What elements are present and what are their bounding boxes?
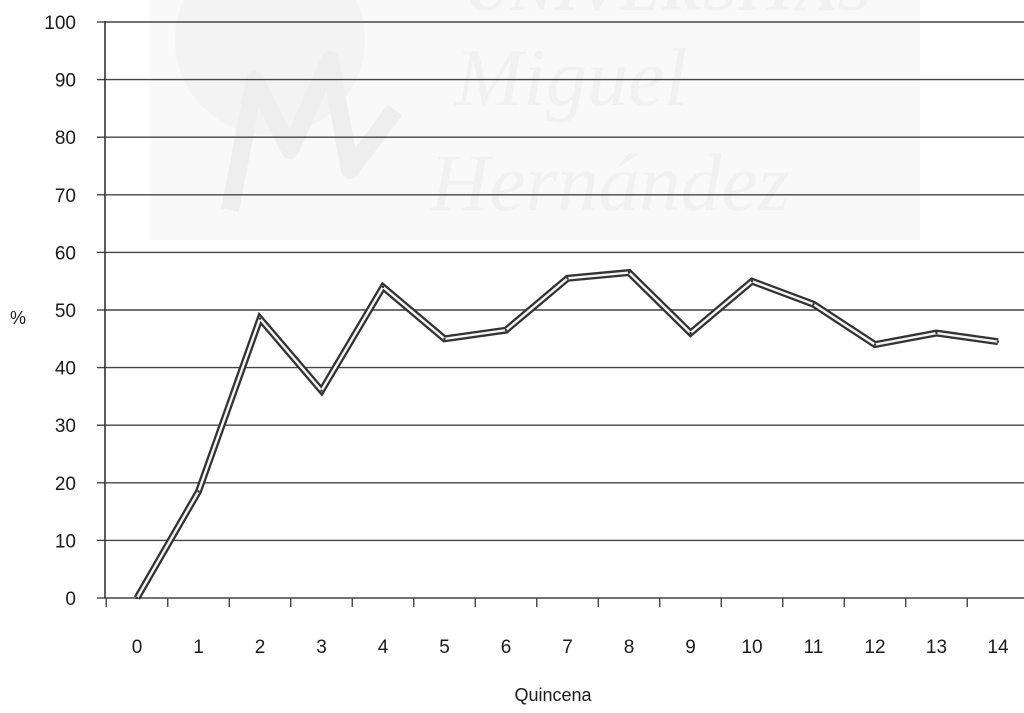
x-tick-label: 11: [804, 637, 824, 658]
data-point: [504, 328, 508, 332]
x-tick-label: 14: [987, 637, 1009, 658]
x-tick-label: 9: [685, 637, 696, 658]
y-tick-label: 70: [55, 186, 76, 207]
data-point: [566, 277, 569, 280]
data-point: [197, 490, 200, 493]
x-tick-label: 13: [926, 637, 947, 658]
data-point: [443, 337, 446, 340]
y-tick-label: 10: [55, 531, 76, 552]
data-point: [689, 331, 692, 335]
watermark: UNIVERSITAS Miguel Hernández: [150, 0, 920, 240]
y-tick-label: 80: [55, 128, 76, 149]
data-point: [135, 596, 139, 600]
data-point: [812, 303, 815, 306]
data-point: [996, 340, 1000, 343]
y-tick-label: 30: [55, 416, 76, 437]
x-tick-label: 6: [501, 637, 512, 658]
x-tick-label: 10: [741, 637, 762, 658]
x-tick-labels: 0 1 2 3 4 5 6 7 8 9 10 11 12 13 14: [132, 637, 1009, 658]
x-tick-label: 1: [193, 637, 204, 658]
x-axis-label: Quincena: [514, 685, 592, 705]
y-tick-label: 100: [44, 13, 76, 34]
data-point: [750, 280, 754, 283]
watermark-line1: UNIVERSITAS: [465, 0, 872, 24]
data-point: [873, 343, 877, 346]
x-tick-label: 12: [864, 637, 885, 658]
grid: [105, 21, 1024, 599]
y-tick-label: 50: [55, 301, 76, 322]
data-point: [320, 389, 323, 392]
series: [133, 268, 1000, 600]
x-tick-label: 5: [439, 637, 450, 658]
watermark-monogram: [221, 51, 403, 212]
y-tick-label: 0: [65, 589, 76, 610]
x-tick-label: 3: [316, 637, 327, 658]
y-tick-labels: 0 10 20 30 40 50 60 70 80 90 100: [44, 13, 76, 610]
y-tick-label: 60: [55, 243, 76, 264]
y-tick-label: 40: [55, 359, 76, 380]
y-axis-label: %: [10, 308, 26, 328]
x-tick-label: 7: [562, 637, 573, 658]
data-point: [258, 317, 262, 320]
axes: [97, 21, 968, 607]
data-point: [627, 271, 631, 274]
data-point: [935, 331, 938, 335]
y-tick-label: 20: [55, 474, 76, 495]
y-tick-label: 90: [55, 71, 76, 92]
x-tick-label: 0: [132, 637, 143, 658]
series-line-outline: [133, 268, 999, 600]
data-point: [381, 285, 385, 289]
x-tick-label: 2: [255, 637, 266, 658]
watermark-line2: Miguel: [454, 32, 687, 123]
x-tick-label: 8: [624, 637, 635, 658]
x-tick-label: 4: [378, 637, 389, 658]
watermark-line3: Hernández: [429, 137, 790, 228]
